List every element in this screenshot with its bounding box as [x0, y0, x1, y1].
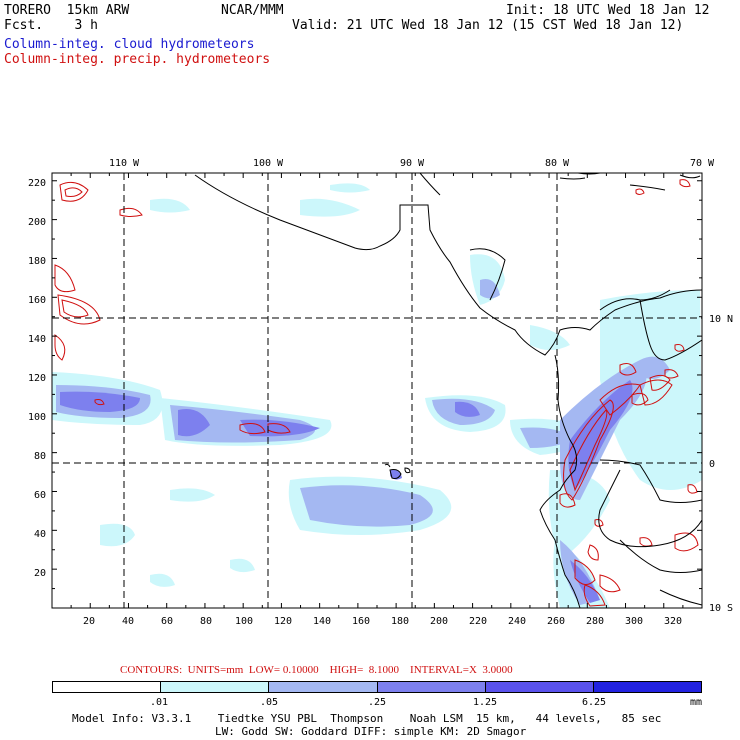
lat-label-10s: 10 S [709, 603, 733, 614]
model-name: TORERO 15km ARW [4, 3, 130, 18]
legend-swatch-5 [593, 682, 702, 692]
x-tick-320: 320 [664, 616, 682, 627]
forecast-hour: Fcst. 3 h [4, 18, 98, 33]
cloud-fill-layer [52, 183, 702, 608]
lon-label-90w: 90 W [400, 158, 425, 169]
legend-level-1: .05 [260, 697, 279, 708]
model-info-line1: Model Info: V3.3.1 Tiedtke YSU PBL Thomp… [72, 712, 662, 725]
lon-label-80w: 80 W [545, 158, 570, 169]
field-precip-title: Column-integ. precip. hydrometeors [4, 52, 271, 67]
model-info-line2: LW: Godd SW: Goddard DIFF: simple KM: 2D… [215, 725, 527, 738]
legend-swatch-3 [377, 682, 486, 692]
x-tick-240: 240 [508, 616, 526, 627]
lat-label-0: 0 [709, 459, 715, 470]
x-tick-100: 100 [235, 616, 253, 627]
x-tick-140: 140 [313, 616, 331, 627]
legend-swatch-2 [269, 682, 378, 692]
x-tick-20: 20 [83, 616, 95, 627]
x-tick-180: 180 [391, 616, 409, 627]
x-tick-300: 300 [625, 616, 643, 627]
lon-label-110w: 110 W [109, 158, 140, 169]
legend-swatch-1 [161, 682, 270, 692]
x-tick-220: 220 [469, 616, 487, 627]
x-tick-280: 280 [586, 616, 604, 627]
legend-units: mm [690, 697, 703, 708]
init-time: Init: 18 UTC Wed 18 Jan 12 [506, 3, 710, 18]
legend-level-2: .25 [368, 697, 387, 708]
contour-info: CONTOURS: UNITS=mm LOW= 0.10000 HIGH= 8.… [120, 664, 513, 676]
y-tick-180: 180 [28, 256, 46, 267]
y-tick-120: 120 [28, 373, 46, 384]
y-tick-60: 60 [34, 490, 46, 501]
precip-contour-layer [54, 179, 699, 607]
y-tick-160: 160 [28, 295, 46, 306]
y-tick-20: 20 [34, 568, 46, 579]
color-legend-bar [52, 681, 702, 693]
y-tick-100: 100 [28, 412, 46, 423]
field-cloud-title: Column-integ. cloud hydrometeors [4, 37, 255, 52]
legend-swatch-0 [53, 682, 162, 692]
y-tick-140: 140 [28, 334, 46, 345]
graticule [52, 173, 702, 608]
x-tick-260: 260 [547, 616, 565, 627]
y-tick-220: 220 [28, 178, 46, 189]
x-tick-60: 60 [161, 616, 173, 627]
x-tick-40: 40 [122, 616, 134, 627]
coastline-layer [194, 173, 702, 608]
lat-label-10n: 10 N [709, 314, 733, 325]
x-tick-120: 120 [274, 616, 292, 627]
y-tick-200: 200 [28, 217, 46, 228]
lon-label-100w: 100 W [253, 158, 284, 169]
x-tick-160: 160 [352, 616, 370, 627]
valid-time: Valid: 21 UTC Wed 18 Jan 12 (15 CST Wed … [292, 18, 684, 33]
lon-label-70w: 70 W [690, 158, 715, 169]
y-tick-40: 40 [34, 529, 46, 540]
organization: NCAR/MMM [221, 3, 284, 18]
legend-swatch-4 [485, 682, 594, 692]
y-tick-80: 80 [34, 451, 46, 462]
x-tick-200: 200 [430, 616, 448, 627]
legend-level-0: .01 [150, 697, 169, 708]
legend-level-4: 6.25 [582, 697, 607, 708]
x-tick-80: 80 [200, 616, 212, 627]
legend-level-3: 1.25 [473, 697, 498, 708]
